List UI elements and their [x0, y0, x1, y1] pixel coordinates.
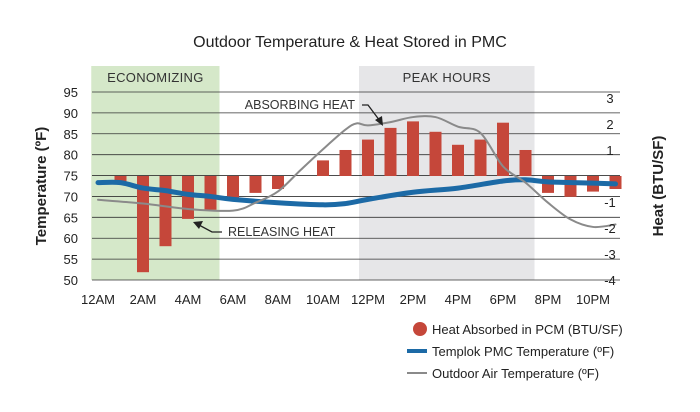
y-right-tick-label: -2: [604, 221, 616, 236]
x-tick-label: 2PM: [400, 292, 427, 307]
x-tick-label: 10PM: [576, 292, 610, 307]
y-left-tick-label: 90: [64, 106, 78, 121]
y-right-tick-label: 1: [606, 143, 613, 158]
y-axis-left-title: Temperature (ºF): [33, 127, 50, 246]
bar-heat: [362, 139, 374, 176]
annotation-releasing-heat: RELEASING HEAT: [228, 225, 336, 239]
y-right-tick-label: -4: [604, 273, 616, 288]
y-right-tick-label: 3: [606, 91, 613, 106]
x-tick-label: 2AM: [130, 292, 157, 307]
arrowhead-icon: [193, 221, 203, 229]
bar-heat: [519, 149, 532, 176]
y-left-tick-label: 50: [64, 273, 78, 288]
x-tick-label: 10AM: [306, 292, 340, 307]
annotation-absorbing-heat: ABSORBING HEAT: [245, 98, 356, 112]
x-tick-label: 8AM: [265, 292, 292, 307]
band-label-1: PEAK HOURS: [403, 70, 491, 85]
y-right-tick-label: 2: [606, 117, 613, 132]
legend-swatch-templok: [407, 349, 427, 353]
line-templok: [95, 177, 618, 208]
y-left-tick-label: 85: [64, 127, 78, 142]
bar-heat: [137, 175, 149, 273]
bar-heat: [339, 149, 352, 176]
legend-label-heat: Heat Absorbed in PCM (BTU/SF): [432, 322, 623, 337]
bar-heat: [204, 175, 217, 210]
bar-heat: [384, 127, 397, 176]
x-tick-label: 12AM: [81, 292, 115, 307]
y-right-tick-label: -3: [604, 247, 616, 262]
bar-heat: [114, 175, 127, 183]
bar-heat: [497, 122, 509, 176]
x-tick-label: 8PM: [535, 292, 562, 307]
bar-heat: [474, 139, 487, 176]
band-label-0: ECONOMIZING: [107, 70, 203, 85]
y-right-tick-label: -1: [604, 195, 616, 210]
x-tick-label: 4AM: [175, 292, 202, 307]
legend-swatch-outdoor: [407, 372, 427, 374]
bar-heat: [249, 175, 262, 193]
y-axis-right-title: Heat (BTU/SF): [650, 136, 667, 237]
y-left-tick-label: 70: [64, 189, 78, 204]
x-tick-label: 6PM: [490, 292, 517, 307]
legend: Heat Absorbed in PCM (BTU/SF) Templok PM…: [407, 322, 623, 381]
annotation-arrow: [362, 104, 381, 122]
chart-title: Outdoor Temperature & Heat Stored in PMC: [193, 34, 507, 51]
line-outdoor: [97, 115, 617, 229]
legend-swatch-heat: [413, 322, 427, 336]
bar-heat: [159, 175, 172, 247]
bar-heat: [452, 144, 464, 176]
x-tick-label: 12PM: [351, 292, 385, 307]
y-left-tick-label: 60: [64, 231, 78, 246]
bar-heat: [182, 175, 194, 219]
legend-label-templok: Templok PMC Temperature (ºF): [432, 344, 614, 359]
y-left-tick-label: 65: [64, 210, 78, 225]
y-left-tick-label: 95: [64, 85, 78, 100]
bar-heat: [407, 121, 419, 176]
bar-heat: [429, 131, 442, 176]
x-tick-label: 6AM: [220, 292, 247, 307]
y-left-tick-label: 75: [64, 169, 78, 184]
arrowhead-icon: [375, 116, 383, 126]
x-tick-label: 4PM: [445, 292, 472, 307]
bar-heat: [317, 160, 329, 176]
band-0: [91, 66, 220, 280]
bar-heat: [272, 175, 284, 189]
bar-heat: [564, 175, 577, 197]
bar-heat: [227, 175, 239, 200]
legend-label-outdoor: Outdoor Air Temperature (ºF): [432, 366, 599, 381]
annotation-arrow: [198, 224, 222, 233]
y-left-tick-label: 55: [64, 252, 78, 267]
y-left-tick-label: 80: [64, 148, 78, 163]
